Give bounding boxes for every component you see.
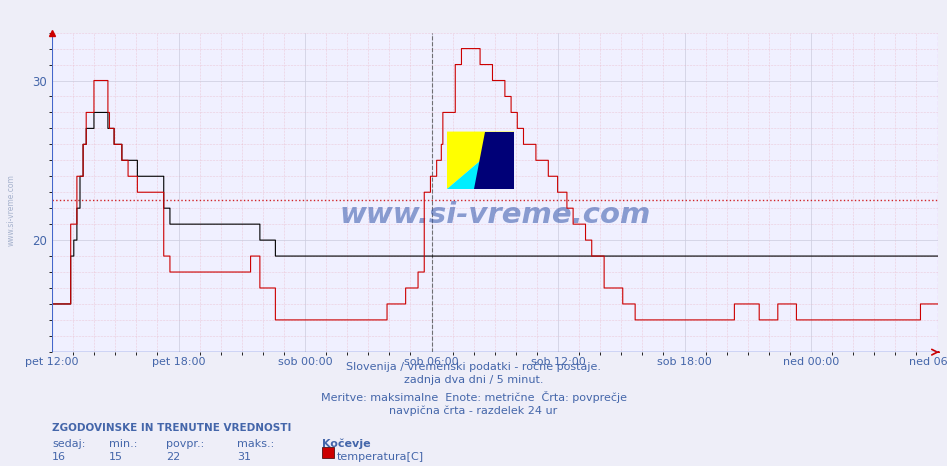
Text: temperatura[C]: temperatura[C] xyxy=(337,452,424,462)
Text: Slovenija / vremenski podatki - ročne postaje.: Slovenija / vremenski podatki - ročne po… xyxy=(346,361,601,372)
Text: navpična črta - razdelek 24 ur: navpična črta - razdelek 24 ur xyxy=(389,405,558,416)
Text: sedaj:: sedaj: xyxy=(52,439,85,449)
Polygon shape xyxy=(474,131,514,189)
Text: 15: 15 xyxy=(109,452,123,462)
Text: www.si-vreme.com: www.si-vreme.com xyxy=(7,174,16,246)
Text: ZGODOVINSKE IN TRENUTNE VREDNOSTI: ZGODOVINSKE IN TRENUTNE VREDNOSTI xyxy=(52,423,292,432)
Polygon shape xyxy=(447,131,514,189)
Text: 31: 31 xyxy=(237,452,251,462)
Text: povpr.:: povpr.: xyxy=(166,439,204,449)
Text: www.si-vreme.com: www.si-vreme.com xyxy=(339,200,651,228)
Text: Kočevje: Kočevje xyxy=(322,439,370,450)
Text: Meritve: maksimalne  Enote: metrične  Črta: povprečje: Meritve: maksimalne Enote: metrične Črta… xyxy=(320,391,627,403)
Text: 22: 22 xyxy=(166,452,180,462)
Text: maks.:: maks.: xyxy=(237,439,274,449)
Text: min.:: min.: xyxy=(109,439,137,449)
Text: 16: 16 xyxy=(52,452,66,462)
Polygon shape xyxy=(447,131,514,189)
Text: zadnja dva dni / 5 minut.: zadnja dva dni / 5 minut. xyxy=(403,375,544,385)
